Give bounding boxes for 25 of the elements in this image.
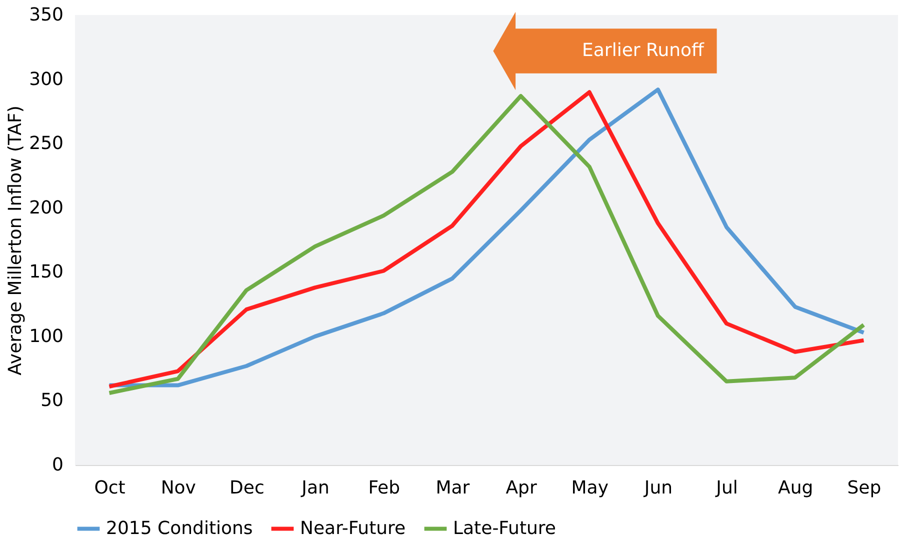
x-tick-label: Jun <box>643 478 673 498</box>
y-axis-title: Average Millerton Inflow (TAF) <box>5 106 26 376</box>
x-tick-label: May <box>571 478 609 498</box>
y-tick-label: 150 <box>29 262 64 283</box>
x-tick-label: Dec <box>230 478 264 498</box>
x-tick-label: Feb <box>368 478 400 498</box>
x-tick-label: Mar <box>436 478 470 498</box>
legend-label: Late-Future <box>453 518 556 539</box>
x-tick-label: Jul <box>715 478 738 498</box>
x-tick-label: Oct <box>94 478 126 498</box>
legend-label: Near-Future <box>300 518 406 539</box>
y-tick-label: 100 <box>29 326 64 347</box>
x-tick-label: Jan <box>300 478 330 498</box>
y-tick-label: 350 <box>29 4 64 26</box>
x-tick-label: Sep <box>847 478 882 498</box>
y-tick-label: 200 <box>29 197 64 218</box>
x-tick-label: Apr <box>506 478 538 498</box>
y-tick-label: 250 <box>29 133 64 154</box>
annotation: Earlier Runoff <box>582 40 705 61</box>
x-tick-label: Aug <box>778 478 814 498</box>
y-tick-label: 0 <box>52 454 64 476</box>
legend-label: 2015 Conditions <box>106 518 253 539</box>
y-tick-label: 50 <box>40 390 64 412</box>
y-tick-label: 300 <box>29 68 64 90</box>
x-tick-label: Nov <box>160 478 196 498</box>
